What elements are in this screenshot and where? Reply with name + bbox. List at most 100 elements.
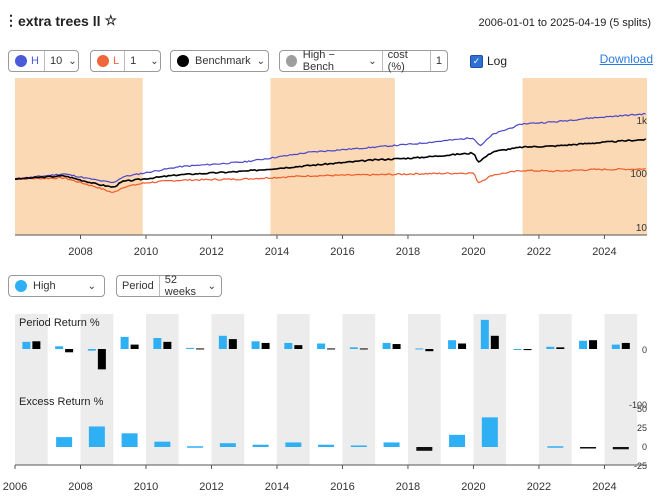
benchmark-selector[interactable]: Benchmark ⌄ xyxy=(170,50,269,72)
x-tick-label: 2022 xyxy=(527,246,551,258)
chevron-down-icon: ⌄ xyxy=(256,55,266,67)
excess-bar-2009[interactable] xyxy=(121,433,138,447)
log-toggle[interactable]: ✓ Log xyxy=(470,54,507,68)
high-value[interactable]: 10 ⌄ xyxy=(43,51,82,71)
excess-bar-2023[interactable] xyxy=(580,447,597,449)
excess-bar-2022[interactable] xyxy=(547,446,564,448)
period-bar-high-2019[interactable] xyxy=(448,340,457,349)
period-bar-high-2023[interactable] xyxy=(579,340,588,349)
diff-selector[interactable]: High − Bench ⌄ cost (%) 1 xyxy=(279,49,448,73)
period-bar-high-2012[interactable] xyxy=(218,335,227,349)
period-bar-high-2009[interactable] xyxy=(120,336,129,349)
high-color-dot xyxy=(15,55,27,67)
period-bar-high-2014[interactable] xyxy=(284,342,293,349)
period-bar-benchmark-2024[interactable] xyxy=(621,342,630,349)
low-value[interactable]: 1 ⌄ xyxy=(124,51,164,71)
year-band xyxy=(15,314,48,465)
period-bar-high-2020[interactable] xyxy=(480,319,489,349)
period-bar-benchmark-2008[interactable] xyxy=(97,349,106,370)
period-value[interactable]: 52 weeks ⌄ xyxy=(158,274,221,298)
excess-bar-2007[interactable] xyxy=(56,437,73,447)
excess-bar-2019[interactable] xyxy=(449,434,466,447)
x-tick-label: 2012 xyxy=(199,246,223,258)
x-tick-label: 2008 xyxy=(68,246,92,258)
excess-bar-2017[interactable] xyxy=(383,442,400,447)
excess-bar-2012[interactable] xyxy=(219,443,236,447)
excess-y-tick: 50 xyxy=(637,404,647,414)
period-bar-benchmark-2022[interactable] xyxy=(556,347,565,349)
period-bar-benchmark-2010[interactable] xyxy=(163,341,172,349)
period-bar-high-2018[interactable] xyxy=(415,348,424,350)
period-bar-high-2016[interactable] xyxy=(349,347,358,349)
period-bar-benchmark-2009[interactable] xyxy=(130,344,139,349)
log-checkbox[interactable]: ✓ xyxy=(470,54,483,68)
period-bar-high-2006[interactable] xyxy=(22,341,31,349)
download-link[interactable]: Download xyxy=(599,52,653,66)
excess-bar-2011[interactable] xyxy=(187,446,204,448)
period-bar-high-2015[interactable] xyxy=(317,343,326,350)
main-chart[interactable]: 2008 2010 2012 2014 2016 2018 2020 2022 2024 1k 1… xyxy=(0,78,659,258)
period-bar-high-2024[interactable] xyxy=(611,344,620,349)
period-bar-benchmark-2018[interactable] xyxy=(425,349,434,352)
excess-bar-2016[interactable] xyxy=(350,445,367,447)
x-tick-label: 2016 xyxy=(330,246,354,258)
period-bar-benchmark-2017[interactable] xyxy=(392,344,401,349)
x-tick-label: 2014 xyxy=(265,246,289,258)
period-bar-high-2013[interactable] xyxy=(251,341,260,349)
high-selector[interactable]: H 10 ⌄ xyxy=(8,50,79,72)
period-bar-benchmark-2011[interactable] xyxy=(196,348,205,350)
excess-bar-2008[interactable] xyxy=(88,426,105,447)
period-bar-benchmark-2019[interactable] xyxy=(458,343,467,350)
shaded-period-1 xyxy=(270,78,395,235)
x-tick-label: 2024 xyxy=(592,246,616,258)
excess-bar-2020[interactable] xyxy=(481,417,498,447)
star-icon[interactable]: ☆ xyxy=(104,12,118,28)
diff-label: High − Bench xyxy=(302,49,335,73)
period-bar-benchmark-2014[interactable] xyxy=(294,345,303,349)
chart-title: ⋮ extra trees ll ☆ xyxy=(4,12,117,29)
cost-input[interactable]: 1 xyxy=(429,51,447,71)
bar-x-tick-label: 2010 xyxy=(134,481,158,493)
period-bar-benchmark-2013[interactable] xyxy=(261,342,270,349)
period-bar-benchmark-2023[interactable] xyxy=(589,340,598,349)
period-bar-benchmark-2016[interactable] xyxy=(359,348,368,350)
period-bar-benchmark-2015[interactable] xyxy=(327,348,336,350)
period-bar-high-2008[interactable] xyxy=(87,349,96,351)
period-bar-benchmark-2021[interactable] xyxy=(523,349,532,351)
excess-bar-2010[interactable] xyxy=(154,441,171,447)
excess-bar-2015[interactable] xyxy=(318,444,335,447)
period-bar-high-2010[interactable] xyxy=(153,338,162,349)
period-bar-benchmark-2012[interactable] xyxy=(228,339,237,349)
series-selector[interactable]: High ⌄ xyxy=(8,275,105,297)
kebab-icon[interactable]: ⋮ xyxy=(4,12,18,28)
year-band xyxy=(407,314,441,465)
benchmark-line xyxy=(15,138,647,188)
excess-bar-2024[interactable] xyxy=(612,447,629,450)
low-selector[interactable]: L 1 ⌄ xyxy=(90,50,161,72)
diff-color-dot xyxy=(286,55,297,67)
chevron-down-icon: ⌄ xyxy=(207,280,216,292)
period-bar-benchmark-2007[interactable] xyxy=(65,349,74,353)
period-bar-benchmark-2006[interactable] xyxy=(32,341,41,349)
excess-bar-2014[interactable] xyxy=(285,442,302,447)
excess-bar-2018[interactable] xyxy=(416,447,433,451)
period-bar-high-2021[interactable] xyxy=(513,349,522,350)
bar-x-tick-label: 2020 xyxy=(461,481,485,493)
period-bar-high-2011[interactable] xyxy=(186,347,195,349)
benchmark-label: Benchmark xyxy=(195,55,251,67)
bar-x-tick-label: 2024 xyxy=(592,481,616,493)
period-bar-high-2022[interactable] xyxy=(546,346,555,349)
period-selector[interactable]: Period 52 weeks ⌄ xyxy=(116,274,222,298)
excess-bar-2013[interactable] xyxy=(252,444,269,447)
cost-label: cost (%) xyxy=(381,49,430,73)
low-letter: L xyxy=(113,55,120,67)
year-band xyxy=(145,314,179,465)
chevron-down-icon: ⌄ xyxy=(68,55,77,67)
bar-x-tick-label: 2008 xyxy=(68,481,92,493)
period-bar-high-2007[interactable] xyxy=(55,346,64,349)
period-return-title: Period Return % xyxy=(19,317,100,329)
period-bar-high-2017[interactable] xyxy=(382,342,391,349)
period-bar-benchmark-2020[interactable] xyxy=(490,335,499,349)
year-band xyxy=(342,314,376,465)
